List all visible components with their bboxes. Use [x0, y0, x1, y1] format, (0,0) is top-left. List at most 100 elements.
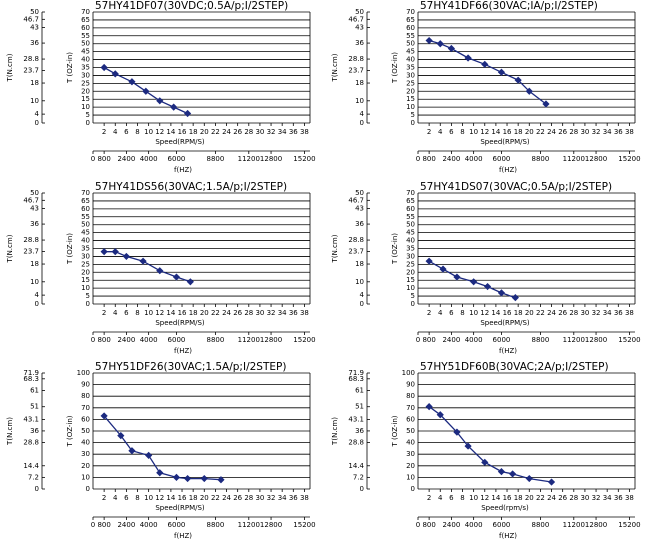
y-tick-label: 40 — [81, 439, 90, 447]
y-tick-label: 55 — [406, 213, 415, 221]
x-tick-label: 4 — [113, 309, 118, 317]
y2-tick-label: 18 — [30, 79, 39, 87]
x-tick-label: 26 — [233, 309, 242, 317]
data-point — [453, 273, 461, 281]
y-tick-label: 0 — [86, 300, 90, 308]
data-point — [447, 44, 455, 53]
x-tick-label: 32 — [267, 309, 276, 317]
x-tick-label: 18 — [189, 309, 198, 317]
y2-tick-label: 10 — [30, 278, 39, 286]
x2-tick-label: 15200 — [618, 336, 640, 344]
y-tick-label: 65 — [406, 16, 415, 24]
y-tick-label: 30 — [81, 252, 90, 260]
data-point — [142, 87, 150, 95]
x-tick-label: 38 — [300, 128, 309, 136]
y-tick-label: 40 — [81, 237, 90, 245]
x-tick-label: 10 — [144, 309, 153, 317]
y2-axis-title: T(N.cm) — [6, 53, 14, 82]
y-tick-label: 30 — [406, 252, 415, 260]
y2-tick-label: 10 — [355, 278, 364, 286]
y2-tick-label: 43 — [30, 205, 39, 213]
data-point — [145, 451, 153, 459]
data-point — [483, 282, 492, 291]
y2-tick-label: 28.8 — [23, 439, 39, 447]
data-point — [117, 432, 125, 440]
x-tick-label: 36 — [614, 128, 623, 136]
x2-tick-label: 0 — [91, 521, 95, 529]
y2-axis-title: T(N.cm) — [331, 417, 339, 446]
y-tick-label: 80 — [81, 392, 90, 400]
y2-tick-label: 10 — [30, 97, 39, 105]
x-tick-label: 14 — [491, 128, 500, 136]
x-tick-label: 18 — [189, 128, 198, 136]
data-point — [436, 411, 444, 419]
x-axis-title: Speed(RPM/S) — [155, 138, 205, 146]
x-tick-label: 22 — [536, 309, 545, 317]
x-tick-label: 28 — [569, 494, 578, 502]
x-tick-label: 34 — [278, 494, 287, 502]
x2-tick-label: 800 — [97, 155, 110, 163]
x-tick-label: 34 — [278, 128, 287, 136]
y-axis-title: T (OZ-in) — [66, 415, 74, 447]
x2-tick-label: 6000 — [493, 336, 511, 344]
x-tick-label: 26 — [233, 128, 242, 136]
x2-axis-title: f(HZ) — [174, 347, 192, 355]
y2-tick-label: 28.8 — [23, 236, 39, 244]
y2-tick-label: 28.8 — [23, 55, 39, 63]
y2-tick-label: 50 — [355, 189, 364, 197]
x2-tick-label: 8800 — [206, 155, 224, 163]
x-tick-label: 14 — [166, 128, 175, 136]
x-tick-label: 20 — [525, 309, 534, 317]
y-tick-label: 60 — [406, 24, 415, 32]
data-point — [139, 257, 147, 265]
x-tick-label: 12 — [155, 309, 164, 317]
x-tick-label: 6 — [124, 309, 129, 317]
x2-tick-label: 800 — [97, 521, 110, 529]
y-tick-label: 60 — [81, 205, 90, 213]
x2-tick-label: 4000 — [465, 336, 483, 344]
x-tick-label: 22 — [211, 128, 220, 136]
x-axis-title: Speed(RPM/S) — [155, 319, 205, 327]
data-point — [439, 265, 447, 273]
chart-title: 57HY41DS07(30VAC;0.5A/p;I/2STEP) — [420, 181, 612, 193]
y-tick-label: 45 — [406, 48, 415, 56]
y2-tick-label: 61 — [30, 387, 39, 395]
chart-title: 57HY51DF60B(30VAC;2A/p;I/2STEP) — [420, 361, 609, 373]
x2-tick-label: 11200 — [238, 336, 260, 344]
x2-tick-label: 15200 — [293, 155, 315, 163]
x2-tick-label: 2400 — [442, 521, 460, 529]
y-tick-label: 15 — [406, 95, 415, 103]
torque-line — [103, 415, 222, 481]
data-point — [186, 278, 194, 286]
y-tick-label: 90 — [406, 381, 415, 389]
y2-axis-title: T(N.cm) — [6, 417, 14, 446]
data-point — [200, 474, 208, 483]
y-tick-label: 55 — [406, 32, 415, 40]
x-tick-label: 10 — [469, 494, 478, 502]
y-tick-label: 100 — [77, 369, 90, 377]
x-tick-label: 2 — [427, 494, 431, 502]
y2-tick-label: 43.1 — [348, 415, 364, 423]
y-tick-label: 30 — [406, 450, 415, 458]
x-tick-label: 10 — [144, 128, 153, 136]
x2-tick-label: 8800 — [531, 155, 549, 163]
x-tick-label: 38 — [625, 128, 634, 136]
x-tick-label: 34 — [603, 494, 612, 502]
x-tick-label: 8 — [135, 494, 139, 502]
y-tick-label: 65 — [406, 197, 415, 205]
y2-tick-label: 14.4 — [348, 462, 364, 470]
x-tick-label: 38 — [300, 494, 309, 502]
y2-tick-label: 18 — [30, 260, 39, 268]
y2-tick-label: 23.7 — [23, 247, 39, 255]
x-tick-label: 20 — [525, 494, 534, 502]
x2-tick-label: 12800 — [260, 336, 282, 344]
data-point — [128, 447, 136, 455]
y2-tick-label: 7.2 — [353, 473, 364, 481]
y2-tick-label: 28.8 — [348, 55, 364, 63]
x-tick-label: 18 — [514, 128, 523, 136]
x2-axis-title: f(HZ) — [499, 347, 517, 355]
y-tick-label: 100 — [402, 369, 415, 377]
x-axis-title: Speed(RPM/S) — [480, 319, 530, 327]
y2-tick-label: 43 — [355, 205, 364, 213]
y2-tick-label: 36 — [355, 39, 364, 47]
